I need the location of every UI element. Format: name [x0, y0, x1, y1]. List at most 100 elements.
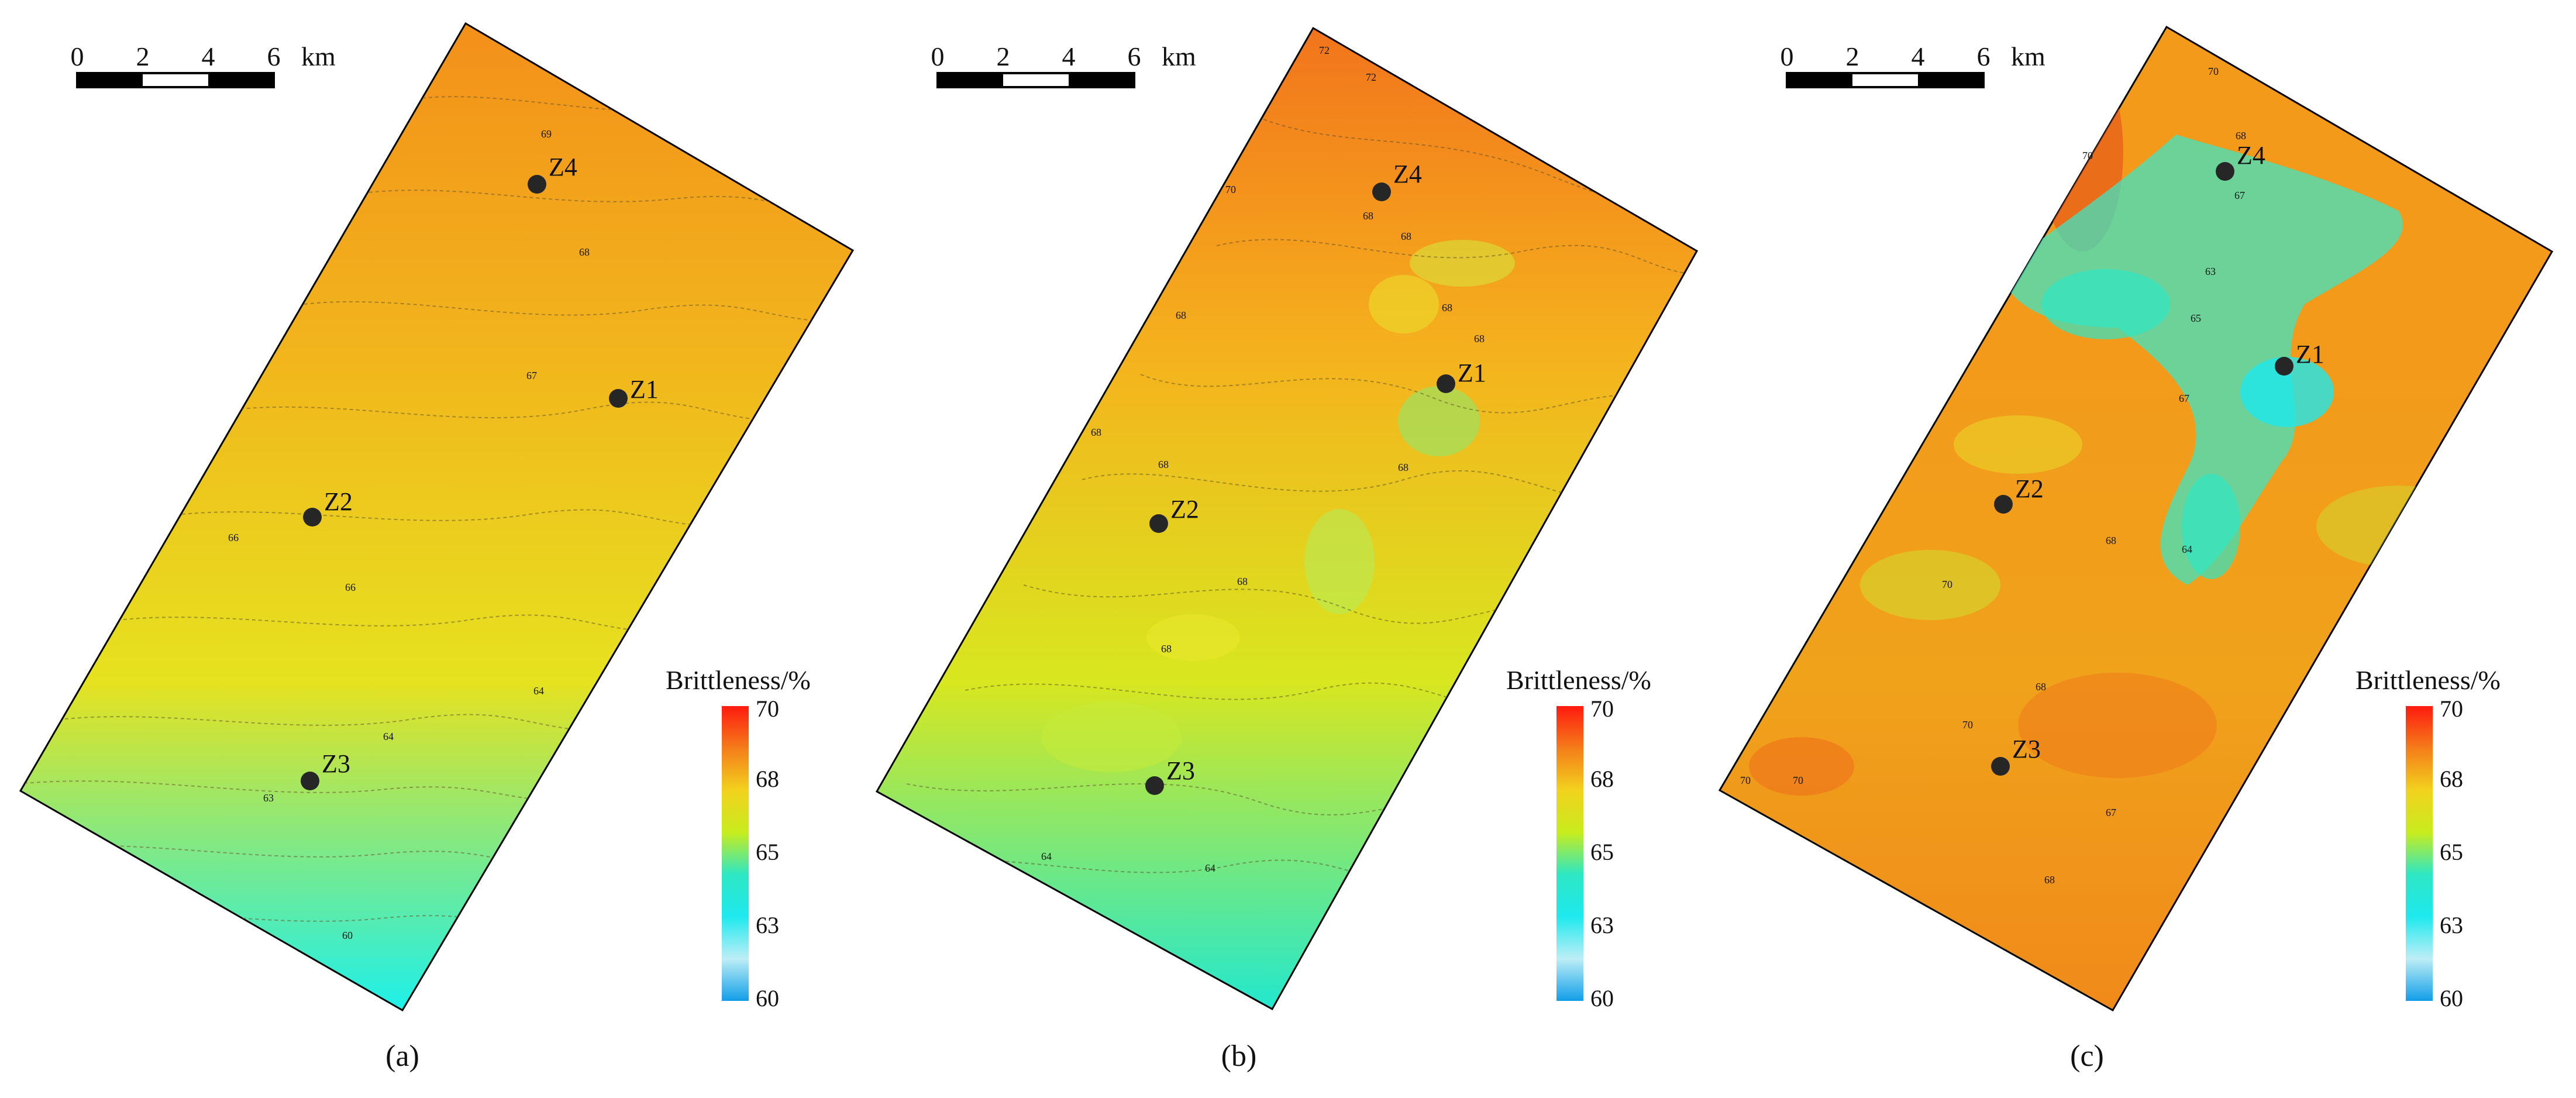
well-label: Z2: [324, 487, 353, 516]
contour-label: 70: [1225, 184, 1236, 195]
contour-label: 68: [2036, 681, 2046, 693]
contour-label: 64: [1205, 862, 1215, 874]
scale-tick-4: 4: [202, 42, 215, 71]
contour-label: 70: [1962, 719, 1973, 731]
contour-label: 70: [1942, 579, 1952, 590]
contour-label: 72: [1366, 71, 1376, 83]
well-z4[interactable]: Z4: [2216, 141, 2265, 181]
texture-patches: [1041, 240, 1515, 772]
panel-label-b: (b): [1221, 1040, 1257, 1073]
well-label: Z1: [630, 375, 659, 404]
contour-label: 72: [1319, 44, 1330, 56]
contour-label: 63: [2205, 266, 2216, 277]
scale-tick-6: 6: [1977, 42, 1990, 71]
contour-labels: 70 70 68 67 63 65 67 68 64 70 68 70 70 7…: [1740, 66, 2246, 886]
legend-tick: 65: [1590, 839, 1614, 865]
scale-tick-2: 2: [997, 42, 1010, 71]
legend-title: Brittleness/%: [1506, 665, 1651, 695]
contour-label: 68: [579, 246, 590, 258]
well-label: Z4: [2237, 141, 2265, 170]
well-label: Z2: [2015, 474, 2044, 503]
legend-tick: 65: [756, 839, 779, 865]
scale-tick-4: 4: [1062, 42, 1076, 71]
well-z3[interactable]: Z3: [1145, 756, 1195, 795]
contour-label: 68: [2044, 874, 2055, 886]
well-label: Z4: [549, 153, 577, 181]
well-z2[interactable]: Z2: [303, 487, 353, 526]
well-z1[interactable]: Z1: [1437, 359, 1486, 393]
well-z3[interactable]: Z3: [1991, 735, 2041, 776]
legend-tick: 68: [1590, 766, 1614, 792]
contour-labels: 69 68 67 66 66 64 64 63 60: [228, 128, 590, 941]
contour-label: 68: [1237, 576, 1248, 587]
brittleness-map-b: 72 72 70 68 68 68 68 68 68 68 68 68 68 6…: [875, 26, 1699, 1011]
panel-label-c: (c): [2070, 1040, 2104, 1073]
scale-tick-0: 0: [71, 42, 84, 71]
contour-label: 67: [526, 370, 537, 381]
legend-tick: 70: [756, 696, 779, 722]
legend-tick: 63: [756, 912, 779, 938]
well-label: Z1: [1458, 359, 1486, 387]
well-z3[interactable]: Z3: [301, 749, 350, 790]
well-label: Z4: [1393, 160, 1422, 188]
contour-label: 68: [1176, 309, 1186, 321]
scale-tick-6: 6: [267, 42, 281, 71]
contour-label: 65: [2191, 312, 2201, 324]
scale-unit: km: [301, 42, 336, 71]
well-z1[interactable]: Z1: [2275, 340, 2324, 376]
well-z1[interactable]: Z1: [609, 375, 659, 408]
legend-tick: 60: [756, 985, 779, 1011]
panel-c: 0 2 4 6 km 70 70 68: [1718, 25, 2554, 1073]
legend-tick: 70: [1590, 696, 1614, 722]
legend-tick: 60: [2440, 985, 2463, 1011]
contour-label: 68: [1363, 210, 1373, 222]
scale-tick-4: 4: [1912, 42, 1925, 71]
panel-b: 0 2 4 6 km: [875, 26, 1699, 1073]
well-z2[interactable]: Z2: [1994, 474, 2044, 514]
contour-label: 60: [342, 930, 353, 941]
legend-a: Brittleness/% 70 68 65 63 60: [666, 665, 811, 1011]
legend-colorbar: [1556, 706, 1583, 1001]
legend-tick: 70: [2440, 696, 2463, 722]
legend-b: Brittleness/% 70 68 65 63 60: [1506, 665, 1651, 1011]
well-label: Z1: [2296, 340, 2324, 369]
scale-bar: 0 2 4 6 km: [1781, 42, 2045, 88]
legend-tick: 68: [2440, 766, 2463, 792]
well-z2[interactable]: Z2: [1149, 495, 1199, 533]
legend-tick: 63: [1590, 912, 1614, 938]
contour-label: 64: [383, 731, 394, 742]
scale-tick-6: 6: [1128, 42, 1141, 71]
contour-labels: 72 72 70 68 68 68 68 68 68 68 68 68 68 6…: [1041, 44, 1485, 874]
wells: Z4 Z1 Z2 Z3: [301, 153, 659, 790]
well-label: Z2: [1170, 495, 1199, 524]
contour-label: 70: [2208, 66, 2219, 77]
well-z4[interactable]: Z4: [528, 153, 577, 194]
brittleness-map-c: 70 70 68 67 63 65 67 68 64 70 68 70 70 7…: [1718, 25, 2554, 1012]
well-z4[interactable]: Z4: [1372, 160, 1422, 201]
contour-label: 68: [1091, 426, 1101, 438]
contour-label: 68: [1401, 230, 1411, 242]
legend-colorbar: [2406, 706, 2433, 1001]
scale-tick-0: 0: [1781, 42, 1794, 71]
contour-label: 70: [2082, 150, 2093, 161]
contour-label: 68: [2106, 535, 2116, 546]
legend-c: Brittleness/% 70 68 65 63 60: [2355, 665, 2501, 1011]
contour-label: 68: [1158, 459, 1169, 470]
contour-label: 70: [1740, 775, 1751, 786]
well-label: Z3: [1166, 756, 1195, 785]
contour-label: 64: [1041, 851, 1052, 862]
well-label: Z3: [2012, 735, 2041, 763]
contour-label: 68: [2236, 130, 2246, 142]
legend-title: Brittleness/%: [666, 665, 811, 695]
panel-label-a: (a): [385, 1040, 419, 1073]
contour-label: 68: [1161, 643, 1172, 655]
scale-unit: km: [2011, 42, 2045, 71]
scale-tick-0: 0: [931, 42, 945, 71]
contour-label: 67: [2179, 393, 2189, 404]
contour-label: 66: [228, 532, 239, 543]
legend-tick: 60: [1590, 985, 1614, 1011]
wells: Z4 Z1 Z2 Z3: [1145, 160, 1486, 795]
legend-colorbar: [722, 706, 749, 1001]
legend-tick: 65: [2440, 839, 2463, 865]
